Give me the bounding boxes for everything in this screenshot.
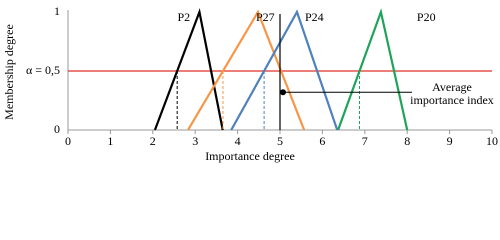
x-tick-label: 10 [486,134,498,148]
annotation-line: importance index [410,93,494,107]
x-tick-label: 8 [404,134,410,148]
chart: Importance degree Membership degree 0 1 2 3… [2,4,498,163]
y-axis-label: Membership degree [2,24,16,120]
y-tick-label: 0 [54,122,60,136]
series-label: P27 [256,10,275,24]
x-tick-label: 7 [362,134,368,148]
annotation-line: Average [432,80,472,94]
annotation: Average importance index [410,80,494,107]
x-tick-label: 9 [447,134,453,148]
x-tick-label: 2 [150,134,156,148]
x-tick-label: 0 [65,134,71,148]
series-label: P20 [417,10,436,24]
x-tick-label: 3 [192,134,198,148]
x-tick-label: 5 [277,134,283,148]
x-axis-label: Importance degree [205,149,295,163]
membership-line [153,8,224,131]
x-tick-label: 1 [107,134,113,148]
x-tick-label: 4 [235,134,241,148]
series-label: P2 [177,10,190,24]
membership-line [337,8,409,131]
y-tick-label: 1 [54,4,60,18]
average-point [280,89,286,96]
y-tick-label: α = 0,5 [26,63,60,77]
membership-line [230,9,339,131]
x-tick-label: 6 [319,134,325,148]
series-label: P24 [305,10,324,24]
membership-line [187,9,306,131]
